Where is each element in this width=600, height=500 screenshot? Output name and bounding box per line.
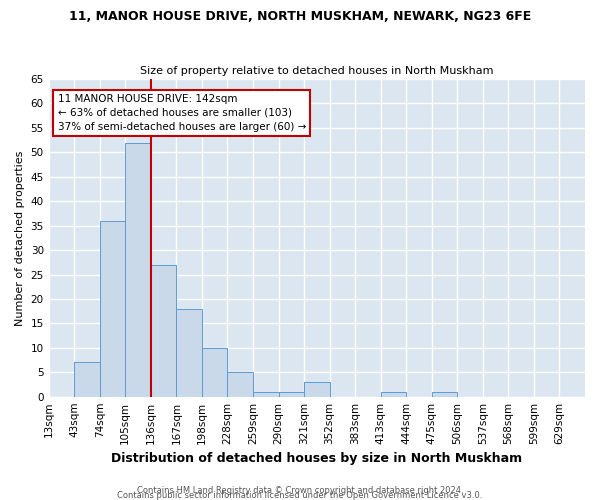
Text: Contains HM Land Registry data © Crown copyright and database right 2024.: Contains HM Land Registry data © Crown c… bbox=[137, 486, 463, 495]
Bar bbox=[304, 382, 329, 396]
Bar bbox=[202, 348, 227, 397]
Text: 11, MANOR HOUSE DRIVE, NORTH MUSKHAM, NEWARK, NG23 6FE: 11, MANOR HOUSE DRIVE, NORTH MUSKHAM, NE… bbox=[69, 10, 531, 23]
Bar bbox=[253, 392, 278, 396]
Text: Contains public sector information licensed under the Open Government Licence v3: Contains public sector information licen… bbox=[118, 491, 482, 500]
X-axis label: Distribution of detached houses by size in North Muskham: Distribution of detached houses by size … bbox=[111, 452, 523, 465]
Bar bbox=[278, 392, 304, 396]
Bar bbox=[380, 392, 406, 396]
Text: 11 MANOR HOUSE DRIVE: 142sqm
← 63% of detached houses are smaller (103)
37% of s: 11 MANOR HOUSE DRIVE: 142sqm ← 63% of de… bbox=[58, 94, 306, 132]
Bar bbox=[125, 142, 151, 396]
Y-axis label: Number of detached properties: Number of detached properties bbox=[15, 150, 25, 326]
Bar bbox=[100, 221, 125, 396]
Bar bbox=[432, 392, 457, 396]
Bar bbox=[151, 264, 176, 396]
Bar bbox=[227, 372, 253, 396]
Bar bbox=[74, 362, 100, 396]
Bar bbox=[176, 308, 202, 396]
Title: Size of property relative to detached houses in North Muskham: Size of property relative to detached ho… bbox=[140, 66, 494, 76]
